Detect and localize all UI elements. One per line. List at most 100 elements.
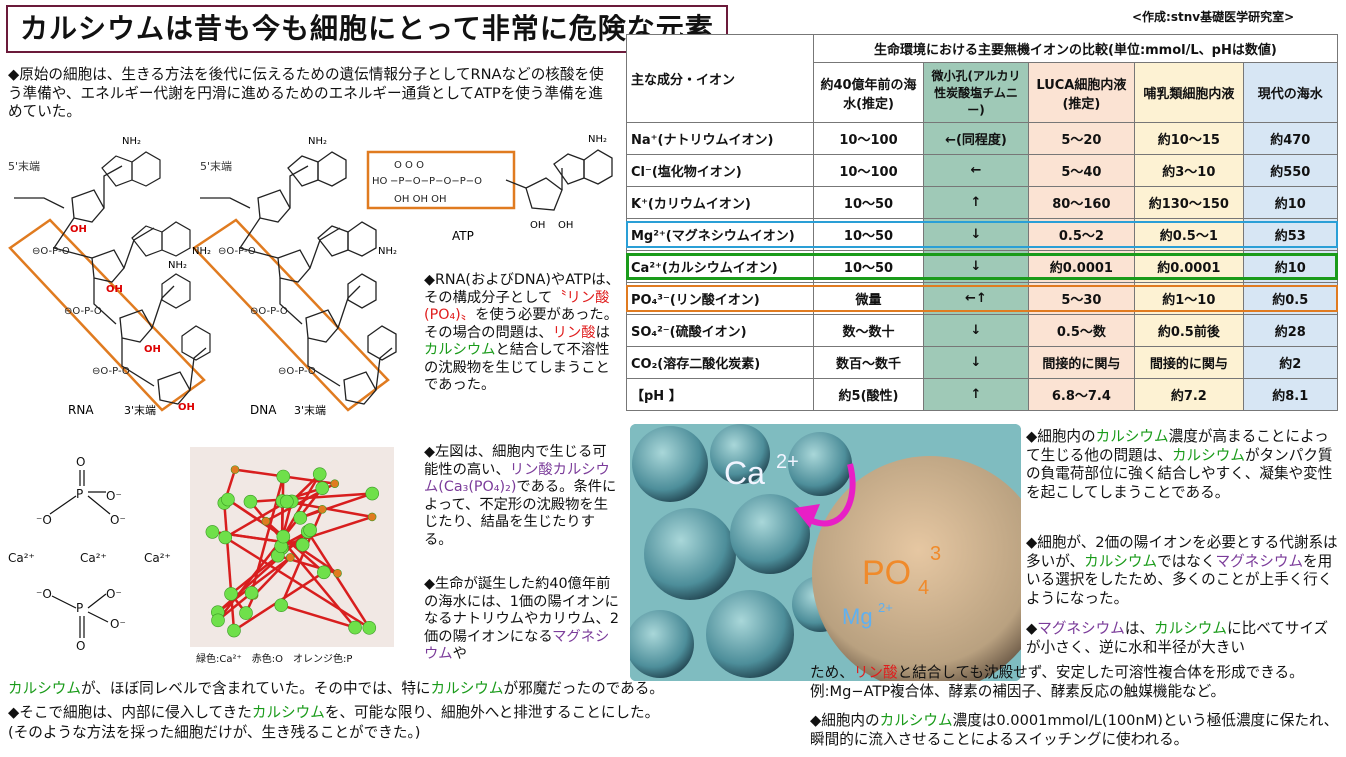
- table-corner: 主な成分・イオン: [626, 34, 814, 123]
- value-cell: ←(同程度): [923, 122, 1029, 155]
- table-caption: 生命環境における主要無機イオンの比較(単位:mmol/L、pHは数値): [812, 34, 1339, 63]
- value-cell: 5～40: [1027, 154, 1136, 187]
- value-cell: 約53: [1242, 218, 1339, 251]
- value-cell: ←: [923, 154, 1029, 187]
- value-cell: 約0.5前後: [1134, 314, 1244, 347]
- atp-oh-2: OH: [558, 220, 573, 231]
- atp-structure: HO −P−O−P−O−P−O O O O OH OH OH NH₂ OH OH…: [366, 134, 613, 243]
- cell-photo: Ca 2+ PO 4 3 Mg 2+: [630, 424, 1021, 681]
- table-row: K⁺(カリウムイオン) 10～50 ↑ 80～160 約130～150 約10: [626, 186, 1339, 219]
- dna-3prime-label: 3'末端: [294, 403, 326, 417]
- rna-oh-4: OH: [178, 402, 195, 413]
- value-cell: 80～160: [1027, 186, 1136, 219]
- value-cell: 約10: [1242, 186, 1339, 219]
- right-paragraph-4: ため、リン酸と結合しても沈殿せず、安定した可溶性複合体を形成できる。例:Mg−A…: [810, 664, 1304, 700]
- ion-name-cell: Na⁺(ナトリウムイオン): [626, 122, 814, 155]
- value-cell: 約550: [1242, 154, 1339, 187]
- header-ancient-sea: 約40億年前の海水(推定): [812, 62, 925, 123]
- table-row: Cl⁻(塩化物イオン) 10～100 ← 5～40 約3～10 約550: [626, 154, 1339, 187]
- value-cell: 間接的に関与: [1134, 346, 1244, 379]
- table-row: 【pH 】約5(酸性) ↑ 6.8～7.4 約7.2 約8.1: [626, 378, 1339, 411]
- middle-paragraph-3: ◆生命が誕生した約40億年前の海水には、1価の陽イオンになるナトリウムやカリウム…: [424, 576, 619, 662]
- value-cell: 10～50: [812, 218, 925, 251]
- dna-backbone: [200, 151, 397, 405]
- table-row: SO₄²⁻(硫酸イオン) 数～数十 ↓ 0.5～数 約0.5前後 約28: [626, 314, 1339, 347]
- ion-name-cell: K⁺(カリウムイオン): [626, 186, 814, 219]
- svg-text:⊖O-P-O: ⊖O-P-O: [32, 246, 70, 257]
- right-paragraph-1: ◆細胞内のカルシウム濃度が高まることによって生じる他の問題は、カルシウムがタンパ…: [1026, 428, 1333, 501]
- rna-oh-2: OH: [106, 284, 123, 295]
- value-cell: 5～30: [1027, 282, 1136, 315]
- ion-name-cell: Mg²⁺(マグネシウムイオン): [626, 218, 814, 251]
- middle-paragraph-1: ◆RNA(およびDNA)やATPは、その構成分子として〝リン酸(PO₄)〟を使う…: [424, 272, 620, 393]
- header-modern-sea: 現代の海水: [1242, 62, 1339, 123]
- rna-label: RNA: [68, 403, 94, 417]
- atp-phosphate-box: [366, 150, 516, 210]
- middle-paragraph-2: ◆左図は、細胞内で生じる可能性の高い、リン酸カルシウム(Ca₃(PO₄)₂)であ…: [424, 444, 617, 548]
- rna-oh-3: OH: [144, 344, 161, 355]
- dna-label: DNA: [250, 403, 277, 417]
- crystal-structure-image: [190, 447, 394, 647]
- ca-ion-3: Ca²⁺: [144, 551, 171, 565]
- value-cell: 約8.1: [1242, 378, 1339, 411]
- bottom-line-1: カルシウムが、ほぼ同レベルで含まれていた。その中では、特にカルシウムが邪魔だった…: [8, 680, 664, 697]
- phos1-o-top: O: [76, 455, 85, 469]
- value-cell: ↓: [923, 314, 1029, 347]
- value-cell: 数～数十: [812, 314, 925, 347]
- po4-row-highlight: [626, 285, 1338, 312]
- atp-ho: HO: [372, 176, 388, 187]
- phos1-o-right: O⁻: [110, 513, 126, 527]
- value-cell: 5～20: [1027, 122, 1136, 155]
- table-row: PO₄³⁻(リン酸イオン) 微量 ←↑ 5～30 約1～10 約0.5: [626, 282, 1339, 315]
- value-cell: 約0.5: [1242, 282, 1339, 315]
- header-mammal: 哺乳類細胞内液: [1134, 62, 1244, 123]
- value-cell: 6.8～7.4: [1027, 378, 1136, 411]
- phos2-o-left: ⁻O: [36, 587, 52, 601]
- value-cell: ↑: [923, 186, 1029, 219]
- svg-text:⊖O-P-O: ⊖O-P-O: [250, 306, 288, 317]
- value-cell: 約130～150: [1134, 186, 1244, 219]
- svg-text:−P−O−P−O−P−O: −P−O−P−O−P−O: [390, 176, 482, 187]
- value-cell: 約5(酸性): [812, 378, 925, 411]
- svg-text:⊖O-P-O: ⊖O-P-O: [64, 306, 102, 317]
- rna-3prime-label: 3'末端: [124, 403, 156, 417]
- dna-5prime-label: 5'末端: [200, 159, 232, 173]
- svg-text:⊖O-P-O: ⊖O-P-O: [278, 366, 316, 377]
- rna-nh2-1: NH₂: [122, 136, 141, 147]
- phos1-o-left: ⁻O: [36, 513, 52, 527]
- svg-text:⊖O-P-O: ⊖O-P-O: [218, 246, 256, 257]
- value-cell: 0.5～2: [1027, 218, 1136, 251]
- value-cell: 約3～10: [1134, 154, 1244, 187]
- mg-row-highlight: [626, 221, 1338, 248]
- ca-ion-2: Ca²⁺: [80, 551, 107, 565]
- svg-text:⊖O-P-O: ⊖O-P-O: [92, 366, 130, 377]
- table-row: Na⁺(ナトリウムイオン) 10～100 ←(同程度) 5～20 約10～15 約470: [626, 122, 1339, 155]
- value-cell: 間接的に関与: [1027, 346, 1136, 379]
- phos2-o-bottom: O: [76, 639, 85, 653]
- bottom-line-2: ◆そこで細胞は、内部に侵入してきたカルシウムを、可能な限り、細胞外へと排泄するこ…: [8, 704, 660, 721]
- value-cell: 約28: [1242, 314, 1339, 347]
- photo-mg-charge: 2+: [878, 600, 893, 615]
- phos2-o-right2: O⁻: [110, 617, 126, 631]
- photo-ca-charge: 2+: [776, 451, 799, 473]
- ca-row-highlight: [626, 253, 1338, 280]
- value-cell: 10～100: [812, 122, 925, 155]
- dna-phosphate-box: [192, 218, 390, 412]
- value-cell: 0.5～数: [1027, 314, 1136, 347]
- atp-oh-1: OH: [530, 220, 545, 231]
- value-cell: 10～50: [812, 186, 925, 219]
- value-cell: ↓: [923, 346, 1029, 379]
- photo-ca-label: Ca: [724, 455, 765, 491]
- rna-nh2-3: NH₂: [168, 260, 187, 271]
- header-luca: LUCA細胞内液(推定): [1027, 62, 1136, 123]
- ion-name-cell: SO₄²⁻(硫酸イオン): [626, 314, 814, 347]
- ca-ion-1: Ca²⁺: [8, 551, 35, 565]
- photo-mg-label: Mg: [842, 604, 873, 629]
- right-paragraph-2: ◆細胞が、2価の陽イオンを必要とする代謝系は多いが、カルシウムではなくマグネシウ…: [1026, 534, 1338, 607]
- value-cell: 約10～15: [1134, 122, 1244, 155]
- rna-phosphate-box: [8, 218, 206, 412]
- svg-text:O O O: O O O: [394, 160, 424, 171]
- rna-nh2-2: NH₂: [192, 246, 211, 257]
- phos1-o-right2: O⁻: [106, 489, 122, 503]
- right-paragraph-3: ◆マグネシウムは、カルシウムに比べてサイズが小さく、逆に水和半径が大きい: [1026, 620, 1329, 656]
